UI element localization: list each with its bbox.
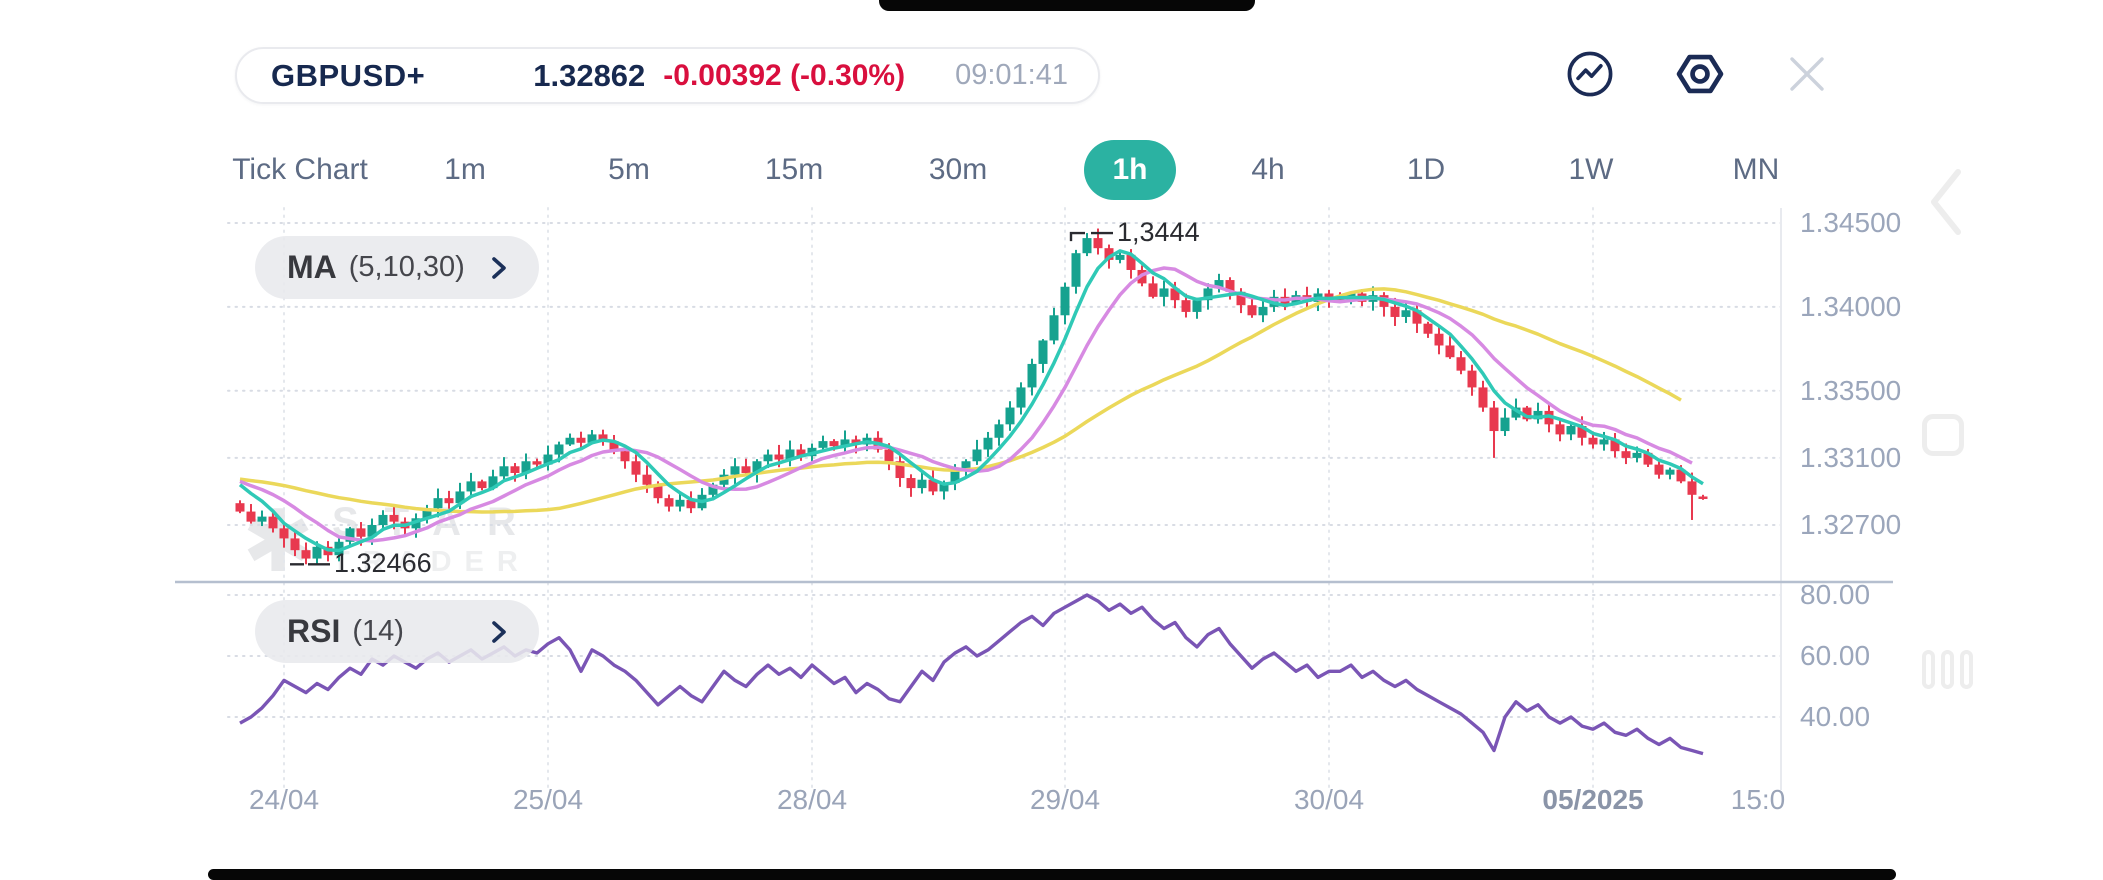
price-axis-label: 1.34000 [1800, 290, 1902, 322]
phone-notch-bar [879, 0, 1255, 11]
price-change: -0.00392 (-0.30%) [663, 58, 906, 92]
tab-1h[interactable]: 1h [1084, 140, 1176, 200]
rsi-params: (14) [352, 615, 404, 647]
time-axis-label: 15:0 [1730, 784, 1786, 815]
tab-mn[interactable]: MN [1732, 153, 1780, 186]
tab-15m[interactable]: 15m [764, 153, 824, 186]
tab-4h[interactable]: 4h [1251, 153, 1285, 186]
quote-header: GBPUSD+ 1.32862 -0.00392 (-0.30%) 09:01:… [235, 47, 1100, 104]
tab-1w[interactable]: 1W [1568, 153, 1614, 186]
time-axis-label: 25/04 [512, 784, 584, 815]
chevron-right-icon [492, 620, 506, 643]
ma-indicator-pill[interactable]: MA (5,10,30) [255, 236, 539, 299]
phone-home-bar [208, 869, 1896, 880]
time-axis-label: 30/04 [1293, 784, 1365, 815]
rsi-axis-label: 40.00 [1800, 701, 1871, 732]
screenshot-frame-icon[interactable] [1922, 414, 1964, 456]
symbol-name: GBPUSD+ [271, 57, 426, 93]
settings-hexagon-icon[interactable] [1672, 46, 1728, 107]
price-axis-label: 1.34500 [1800, 207, 1902, 238]
price-axis-label: 1.33100 [1800, 441, 1902, 473]
rsi-axis-label: 60.00 [1800, 640, 1871, 671]
rsi-axis-label: 80.00 [1800, 579, 1871, 610]
current-price: 1.32862 [533, 57, 646, 93]
indicator-chart-icon[interactable] [1564, 48, 1616, 105]
price-axis-label: 1.33500 [1800, 374, 1902, 406]
chevron-right-icon [492, 256, 506, 279]
tab-1m[interactable]: 1m [444, 153, 486, 186]
time-axis-label: 28/04 [776, 784, 848, 815]
tab-tick-chart[interactable]: Tick Chart [232, 153, 368, 186]
collapse-panel-chevron-icon[interactable] [1924, 166, 1966, 243]
close-icon[interactable] [1785, 52, 1829, 101]
tab-30m[interactable]: 30m [928, 153, 988, 186]
tab-1d[interactable]: 1D [1406, 153, 1446, 186]
rsi-indicator-pill[interactable]: RSI (14) [255, 600, 539, 663]
time-axis-label: 05/2025 [1542, 784, 1644, 815]
volume-bars-icon[interactable] [1922, 650, 1973, 689]
time-axis-label: 29/04 [1029, 784, 1101, 815]
rsi-label: RSI [287, 613, 341, 649]
ma-params: (5,10,30) [348, 251, 465, 283]
time-axis-label: 24/04 [248, 784, 320, 815]
price-axis-label: 1.32700 [1800, 509, 1902, 540]
low-price-annotation: 1.32466 [334, 548, 432, 579]
ma-label: MA [287, 249, 337, 285]
tab-5m[interactable]: 5m [608, 153, 650, 186]
quote-time: 09:01:41 [955, 59, 1068, 91]
high-price-annotation: 1,3444 [1117, 217, 1200, 248]
